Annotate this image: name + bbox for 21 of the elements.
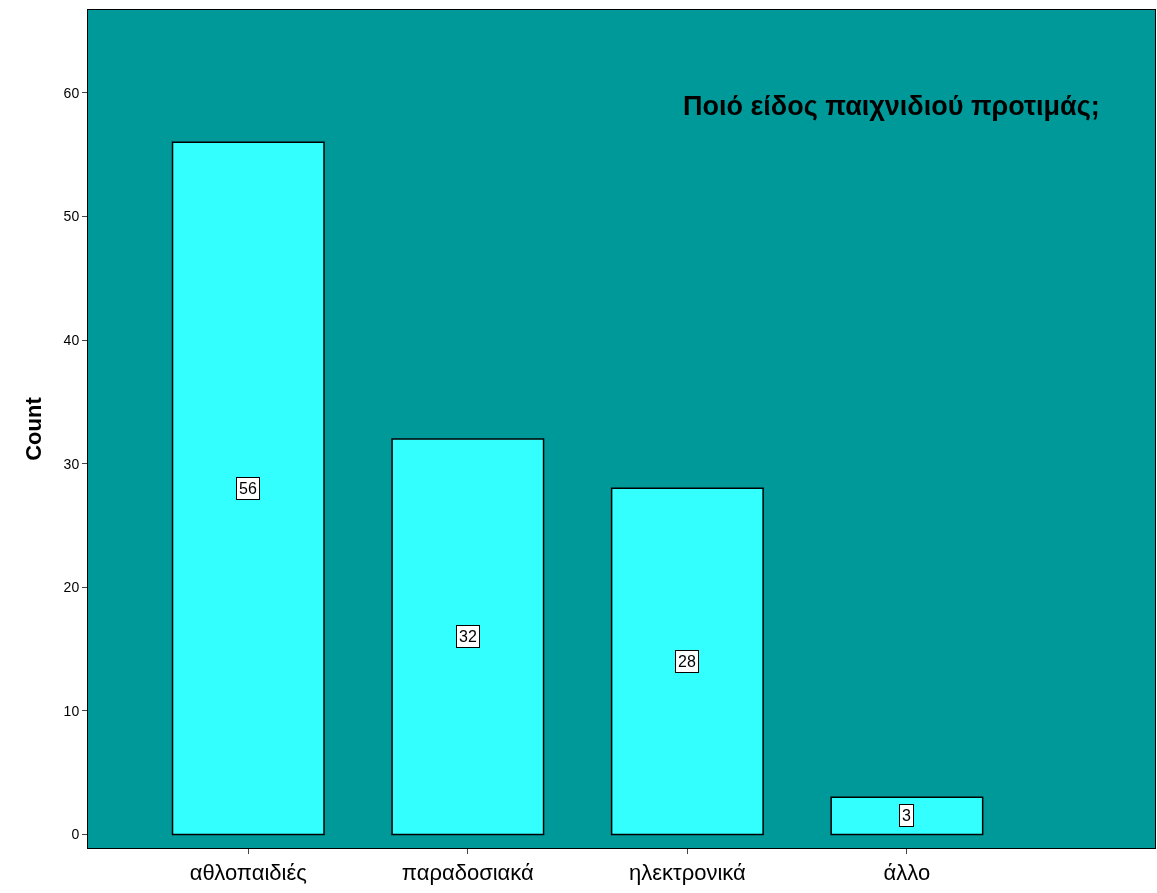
y-tick-label: 0 (71, 826, 80, 843)
bar (830, 796, 984, 836)
y-tick-label: 10 (63, 702, 80, 719)
y-tick-label: 60 (63, 84, 80, 101)
y-axis-title: Count (21, 396, 47, 461)
y-tick-label: 20 (63, 579, 80, 596)
bar (391, 438, 545, 836)
y-tick-label: 40 (63, 331, 80, 348)
y-tick-label: 50 (63, 208, 80, 225)
y-tick-label: 30 (63, 455, 80, 472)
x-tick-label: άλλο (883, 860, 931, 886)
x-tick-label: ηλεκτρονικά (628, 860, 747, 886)
x-tick-label: παραδοσιακά (401, 860, 535, 886)
x-tick-label: αθλοπαιδιές (189, 860, 307, 886)
text: Ποιό είδος παιχνιδιού προτιμάς; (683, 91, 1100, 121)
data-label: 56 (239, 480, 257, 497)
data-label: 28 (678, 653, 696, 670)
data-label: 3 (902, 807, 911, 824)
bar (171, 141, 325, 836)
data-label: 32 (459, 628, 477, 645)
bar (610, 487, 764, 836)
